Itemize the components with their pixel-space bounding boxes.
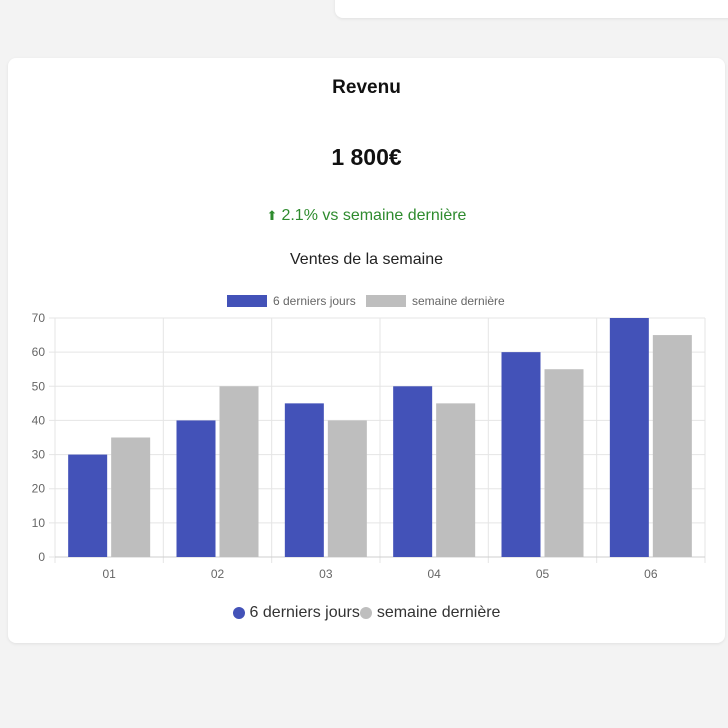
- y-tick-label: 10: [32, 516, 46, 530]
- revenue-amount: 1 800€: [331, 144, 402, 170]
- bar-series1-02: [176, 420, 216, 557]
- x-tick-label: 05: [536, 567, 550, 581]
- y-tick-label: 50: [32, 379, 46, 393]
- x-tick-label: 02: [211, 567, 225, 581]
- y-tick-label: 30: [32, 448, 46, 462]
- legend-label-series2: semaine dernière: [412, 294, 505, 308]
- bar-series2-05: [544, 369, 584, 557]
- x-tick-label: 01: [102, 567, 116, 581]
- y-tick-label: 70: [32, 311, 46, 325]
- legend-swatch-series1: [227, 295, 267, 307]
- x-tick-label: 03: [319, 567, 333, 581]
- y-tick-label: 40: [32, 413, 46, 427]
- chart-title: Ventes de la semaine: [290, 251, 443, 268]
- bottom-legend-item-series2[interactable]: semaine dernière: [359, 604, 501, 622]
- y-tick-label: 0: [38, 550, 45, 564]
- bar-series1-01: [68, 454, 108, 557]
- bottom-legend-label-series2: semaine dernière: [376, 604, 501, 621]
- x-tick-label: 06: [644, 567, 658, 581]
- legend-swatch-series2: [366, 295, 406, 307]
- arrow-up-icon: ⬆: [266, 208, 278, 223]
- revenue-card: Revenu 1 800€ ⬆ 2.1% vs semaine dernière …: [8, 58, 725, 643]
- bar-series1-06: [609, 318, 649, 557]
- y-tick-label: 20: [32, 482, 46, 496]
- bar-series2-04: [436, 403, 476, 557]
- bar-series1-05: [501, 352, 541, 557]
- series2-dot-icon: [359, 607, 372, 619]
- bottom-legend-label-series1: 6 derniers jours: [249, 604, 360, 621]
- legend-label-series1: 6 derniers jours: [273, 294, 356, 308]
- x-tick-label: 04: [427, 567, 441, 581]
- sales-bar-chart: 0 10 20 30 40 50 60 70 01 02 03 04 05 06 6 derniers jo…: [32, 294, 706, 581]
- y-tick-label: 60: [32, 345, 46, 359]
- bar-series2-02: [219, 386, 259, 557]
- trend-text: 2.1% vs semaine dernière: [281, 207, 467, 224]
- bottom-legend-item-series1[interactable]: 6 derniers jours: [232, 604, 360, 622]
- bar-series2-01: [111, 437, 151, 557]
- card-title: Revenu: [332, 77, 401, 98]
- trend-indicator: ⬆ 2.1% vs semaine dernière: [8, 207, 725, 225]
- bottom-legend: 6 derniers jours semaine dernière: [8, 604, 725, 624]
- bar-series1-04: [393, 386, 433, 557]
- bar-series2-06: [652, 335, 692, 557]
- series1-dot-icon: [232, 607, 245, 619]
- previous-card: [335, 0, 728, 18]
- bar-series1-03: [284, 403, 324, 557]
- bar-series2-03: [327, 420, 367, 557]
